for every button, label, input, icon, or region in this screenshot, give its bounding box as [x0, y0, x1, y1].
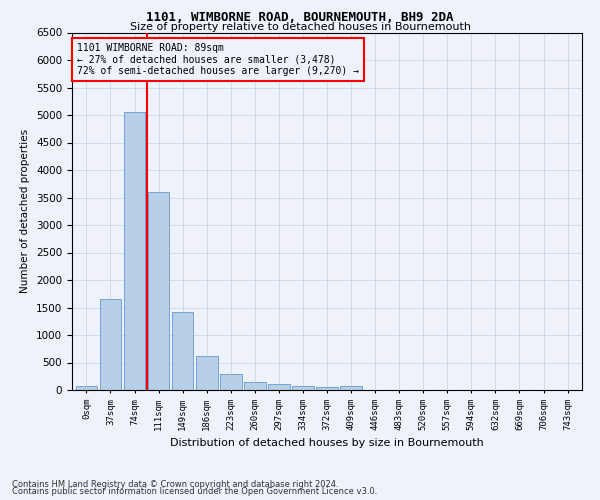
Bar — [76, 386, 97, 390]
Bar — [244, 382, 266, 390]
Text: 1101, WIMBORNE ROAD, BOURNEMOUTH, BH9 2DA: 1101, WIMBORNE ROAD, BOURNEMOUTH, BH9 2D… — [146, 11, 454, 24]
Bar — [172, 312, 193, 390]
X-axis label: Distribution of detached houses by size in Bournemouth: Distribution of detached houses by size … — [170, 438, 484, 448]
Y-axis label: Number of detached properties: Number of detached properties — [20, 129, 31, 294]
Bar — [292, 386, 314, 390]
Text: Contains public sector information licensed under the Open Government Licence v3: Contains public sector information licen… — [12, 488, 377, 496]
Bar — [100, 299, 121, 390]
Bar — [124, 112, 145, 390]
Bar — [220, 374, 242, 390]
Bar — [340, 386, 362, 390]
Bar — [316, 387, 338, 390]
Bar — [196, 356, 218, 390]
Text: Size of property relative to detached houses in Bournemouth: Size of property relative to detached ho… — [130, 22, 470, 32]
Bar — [148, 192, 169, 390]
Text: Contains HM Land Registry data © Crown copyright and database right 2024.: Contains HM Land Registry data © Crown c… — [12, 480, 338, 489]
Bar — [268, 384, 290, 390]
Text: 1101 WIMBORNE ROAD: 89sqm
← 27% of detached houses are smaller (3,478)
72% of se: 1101 WIMBORNE ROAD: 89sqm ← 27% of detac… — [77, 43, 359, 76]
